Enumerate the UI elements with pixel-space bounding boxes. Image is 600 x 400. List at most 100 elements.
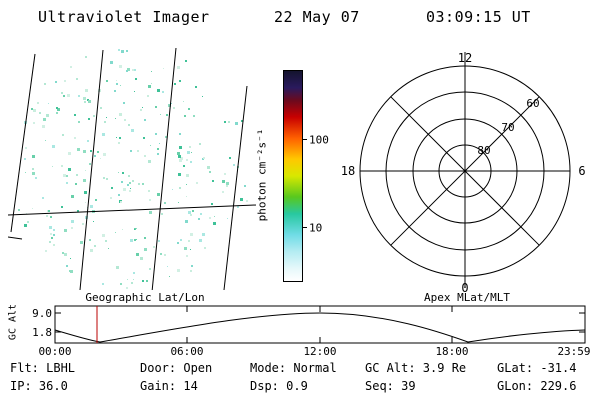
speckle-dot — [149, 199, 152, 202]
speckle-dot — [31, 168, 34, 171]
speckle-dot — [93, 220, 95, 222]
speckle-dot — [129, 181, 132, 184]
speckle-dot — [157, 147, 160, 150]
speckle-dot — [126, 184, 129, 187]
speckle-dot — [157, 240, 160, 242]
speckle-dot — [142, 183, 145, 186]
speckle-dot — [125, 69, 128, 72]
speckle-dot — [135, 78, 138, 81]
speckle-dot — [183, 101, 184, 102]
speckle-dot — [93, 114, 96, 117]
speckle-dot — [198, 239, 202, 242]
ytick-label-9: 9.0 — [32, 307, 52, 320]
status-seq: Seq: 39 — [365, 379, 416, 393]
speckle-dot — [128, 190, 131, 193]
speckle-dot — [164, 254, 167, 257]
speckle-dot — [87, 99, 90, 102]
speckle-dot — [119, 283, 122, 286]
speckle-dot — [211, 180, 214, 183]
speckle-dot — [84, 191, 88, 195]
speckle-dot — [129, 187, 131, 189]
speckle-dot — [232, 164, 235, 166]
speckle-dot — [65, 174, 68, 177]
speckle-dot — [177, 151, 181, 155]
speckle-dot — [206, 166, 210, 169]
caption-apex: Apex MLat/MLT — [423, 291, 511, 304]
speckle-dot — [67, 167, 71, 171]
status-ip: IP: 36.0 — [10, 379, 68, 393]
speckle-dot — [93, 245, 96, 248]
speckle-dot — [65, 181, 68, 184]
speckle-dot — [178, 159, 182, 163]
xtick-label-1200: 12:00 — [303, 345, 337, 358]
mlt-label-6: 6 — [578, 164, 585, 178]
speckle-dot — [24, 147, 27, 150]
speckle-dot — [171, 103, 172, 105]
speckle-dot — [243, 184, 246, 187]
speckle-dot — [179, 79, 182, 82]
speckle-dot — [81, 223, 84, 226]
speckle-dot — [142, 279, 145, 282]
speckle-dot — [32, 171, 36, 175]
speckle-dot — [185, 60, 188, 63]
speckle-dot — [192, 114, 195, 117]
status-flt: Flt: LBHL — [10, 361, 76, 375]
speckle-dot — [245, 199, 248, 202]
speckle-dot — [133, 238, 136, 241]
uv-image-panel — [8, 44, 256, 290]
speckle-dot — [188, 107, 191, 110]
status-mode: Mode: Normal — [250, 361, 337, 375]
speckle-dot — [85, 89, 88, 93]
speckle-dot — [136, 149, 139, 152]
speckle-dot — [98, 88, 102, 92]
speckle-dot — [32, 154, 36, 158]
mlat-label-80: 80 — [477, 144, 490, 157]
photon-speckle-layer — [8, 44, 256, 290]
speckle-dot — [202, 233, 206, 236]
speckle-dot — [52, 144, 56, 148]
speckle-dot — [214, 216, 216, 218]
speckle-dot — [184, 246, 188, 250]
speckle-dot — [148, 211, 152, 215]
speckle-dot — [176, 66, 180, 70]
speckle-dot — [117, 193, 120, 196]
speckle-dot — [177, 172, 181, 176]
status-gain: Gain: 14 — [140, 379, 198, 393]
speckle-dot — [162, 67, 164, 69]
speckle-dot — [126, 287, 129, 290]
colorbar-gradient — [284, 71, 302, 281]
speckle-dot — [178, 154, 182, 158]
polar-plot-svg: 12 6 18 0 60 70 80 — [342, 51, 586, 294]
speckle-dot — [157, 193, 161, 197]
speckle-dot — [195, 86, 198, 89]
speckle-dot — [32, 208, 34, 210]
speckle-dot — [133, 278, 135, 280]
mlat-label-60: 60 — [526, 97, 539, 110]
speckle-dot — [185, 196, 187, 197]
speckle-dot — [191, 265, 194, 268]
speckle-dot — [127, 123, 130, 126]
speckle-dot — [107, 247, 109, 249]
speckle-dot — [135, 238, 137, 240]
speckle-dot — [52, 244, 55, 247]
speckle-dot — [143, 237, 146, 240]
xtick-label-0600: 06:00 — [170, 345, 204, 358]
speckle-dot — [103, 153, 106, 156]
speckle-dot — [62, 133, 65, 136]
speckle-dot — [177, 241, 180, 244]
speckle-dot — [184, 115, 187, 118]
speckle-dot — [77, 147, 80, 151]
speckle-dot — [52, 233, 55, 236]
speckle-dot — [60, 92, 63, 95]
speckle-dot — [90, 249, 94, 253]
speckle-dot — [167, 265, 169, 267]
speckle-dot — [120, 50, 124, 54]
mlt-label-0: 0 — [461, 281, 468, 294]
speckle-dot — [126, 67, 130, 71]
speckle-dot — [121, 229, 123, 231]
strip-chart-svg — [54, 305, 586, 344]
ytick-label-1-8: 1.8 — [32, 326, 52, 339]
speckle-dot — [49, 233, 52, 236]
speckle-dot — [26, 220, 29, 223]
speckle-dot — [178, 187, 181, 190]
